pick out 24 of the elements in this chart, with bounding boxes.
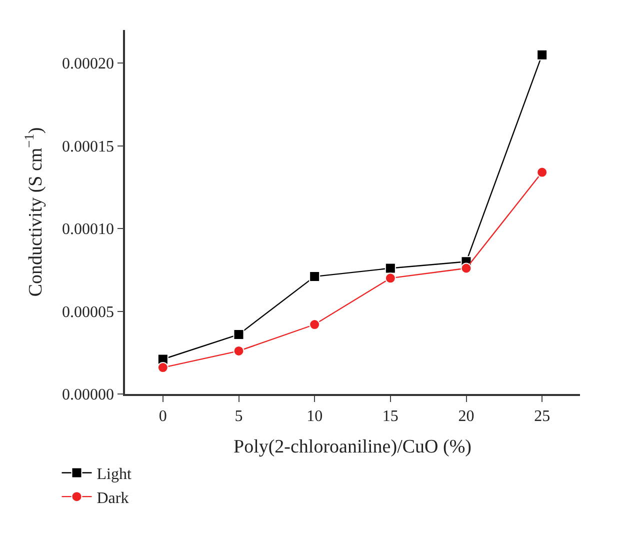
x-tick-label: 20 — [458, 408, 474, 425]
point — [460, 262, 472, 274]
point — [536, 166, 548, 178]
x-tick-label: 15 — [382, 408, 398, 425]
point — [233, 345, 244, 356]
point — [309, 319, 320, 330]
legend-label: Light — [96, 466, 132, 484]
point — [384, 272, 396, 284]
point — [536, 49, 548, 60]
point — [384, 262, 396, 274]
y-tick-label: 0.00000 — [62, 386, 114, 404]
x-tick-label: 0 — [158, 408, 167, 425]
point — [309, 271, 320, 282]
y-tick-label: 0.00015 — [62, 138, 114, 156]
y-tick-label: 0.00005 — [62, 304, 114, 321]
x-tick-label: 10 — [306, 408, 323, 425]
y-tick-label: 0.00020 — [62, 56, 114, 73]
x-tick-label: 25 — [534, 408, 550, 425]
legend-label: Dark — [96, 490, 129, 507]
x-axis-title: Poly(2-chloroaniline)/CuO (%) — [234, 436, 472, 458]
point — [157, 362, 168, 374]
x-tick-label: 5 — [234, 408, 243, 425]
point — [233, 328, 244, 340]
y-tick-label: 0.00010 — [62, 221, 114, 238]
